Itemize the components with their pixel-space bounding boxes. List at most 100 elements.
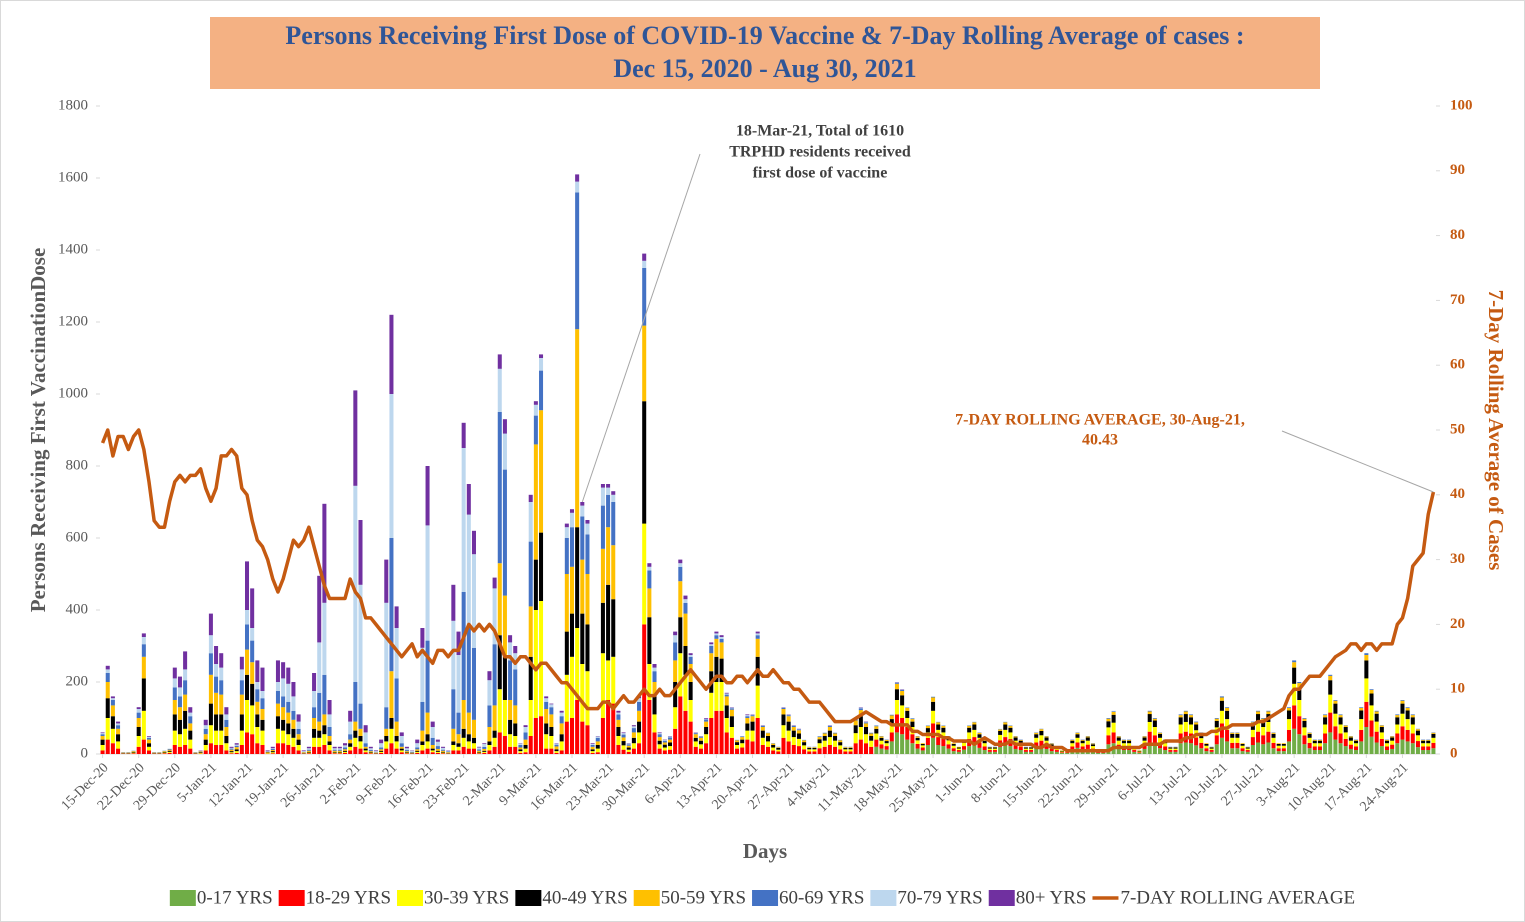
legend-item: 40-49 YRS: [515, 887, 628, 908]
legend-swatch: [397, 890, 424, 906]
bar-segment: [972, 722, 977, 725]
bar-segment: [1271, 737, 1276, 743]
bar-segment: [1333, 700, 1338, 701]
bar-segment: [1369, 736, 1374, 754]
bar-segment: [1348, 744, 1353, 749]
bar-segment: [900, 734, 905, 754]
bar-segment: [353, 682, 358, 722]
bar-segment: [1049, 743, 1054, 745]
bar-segment: [399, 750, 404, 753]
bar-segment: [1127, 743, 1132, 747]
bar-segment: [394, 721, 399, 736]
bar-segment: [729, 727, 734, 738]
bar-segment: [260, 691, 265, 699]
bar-segment: [379, 743, 384, 748]
bar-segment: [900, 705, 905, 718]
bar-segment: [791, 737, 796, 745]
bar-segment: [554, 749, 559, 752]
bar-segment: [528, 494, 533, 502]
bar-segment: [941, 725, 946, 728]
bar-segment: [879, 737, 884, 741]
bar-segment: [141, 739, 146, 754]
bar-segment: [667, 736, 673, 738]
bar-segment: [621, 732, 626, 734]
bar-segment: [239, 714, 244, 731]
bar-segment: [420, 741, 425, 745]
bar-segment: [998, 746, 1003, 754]
bar-segment: [172, 687, 177, 700]
bar-segment: [1364, 701, 1369, 727]
bar-segment: [657, 732, 662, 734]
bar-segment: [136, 718, 141, 727]
bar-segment: [1374, 742, 1379, 754]
bar-segment: [683, 595, 688, 600]
bar-segment: [1431, 737, 1436, 743]
bar-segment: [693, 741, 698, 747]
bar-segment: [657, 744, 662, 749]
bar-segment: [482, 752, 487, 754]
bar-segment: [363, 732, 368, 744]
bar-segment: [1173, 748, 1178, 751]
bar-segment: [1343, 746, 1348, 754]
bar-segment: [513, 669, 518, 706]
bar-segment: [471, 743, 476, 749]
bar-segment: [286, 701, 291, 713]
bar-segment: [353, 746, 358, 754]
bar-segment: [255, 682, 260, 690]
bar-segment: [724, 693, 729, 695]
bar-segment: [317, 575, 322, 643]
bar-segment: [998, 730, 1003, 735]
bar-segment: [234, 744, 239, 746]
bar-segment: [528, 606, 533, 657]
bar-segment: [167, 752, 172, 754]
bar-segment: [214, 692, 219, 715]
bar-segment: [745, 714, 750, 716]
bar-segment: [255, 714, 260, 727]
bar-segment: [1121, 750, 1126, 754]
bar-segment: [1364, 655, 1369, 661]
bar-segment: [487, 750, 492, 754]
bar-segment: [451, 620, 456, 690]
bar-segment: [1018, 750, 1023, 754]
bar-segment: [951, 751, 956, 754]
bar-segment: [1188, 724, 1193, 734]
bar-segment: [1044, 736, 1049, 738]
annotation-text: TRPHD residents received: [729, 144, 911, 161]
bar-segment: [631, 728, 636, 733]
bar-segment: [1090, 744, 1095, 747]
bar-segment: [1214, 720, 1219, 728]
bar-segment: [1256, 711, 1261, 715]
bar-segment: [673, 660, 678, 682]
bar-segment: [1256, 714, 1261, 722]
bar-segment: [100, 750, 105, 754]
bar-segment: [606, 660, 611, 700]
bar-segment: [631, 732, 636, 738]
bar-segment: [1302, 735, 1307, 745]
bar-segment: [1111, 714, 1116, 723]
bar-segment: [719, 642, 724, 659]
bar-segment: [889, 741, 894, 754]
bar-segment: [116, 721, 121, 724]
bar-segment: [224, 727, 229, 736]
bar-segment: [188, 716, 193, 724]
bar-segment: [1338, 724, 1343, 734]
bar-segment: [760, 725, 765, 727]
bar-segment: [497, 412, 502, 564]
bar-segment: [358, 584, 363, 704]
legend-item: 70-79 YRS: [870, 887, 983, 908]
bar-segment: [549, 727, 554, 736]
bar-segment: [776, 747, 781, 748]
bar-segment: [255, 701, 260, 715]
y-axis-title: Persons Receiving First VaccinationDose: [26, 248, 50, 613]
bar-segment: [1225, 741, 1230, 754]
bar-segment: [1395, 724, 1400, 734]
bar-segment: [224, 736, 229, 744]
bar-segment: [982, 739, 987, 741]
bar-segment: [931, 697, 936, 702]
bar-segment: [853, 743, 858, 754]
bar-segment: [905, 710, 910, 718]
bar-segment: [740, 736, 745, 738]
bar-segment: [1127, 739, 1132, 741]
bar-segment: [569, 512, 574, 528]
bar-segment: [425, 466, 430, 526]
